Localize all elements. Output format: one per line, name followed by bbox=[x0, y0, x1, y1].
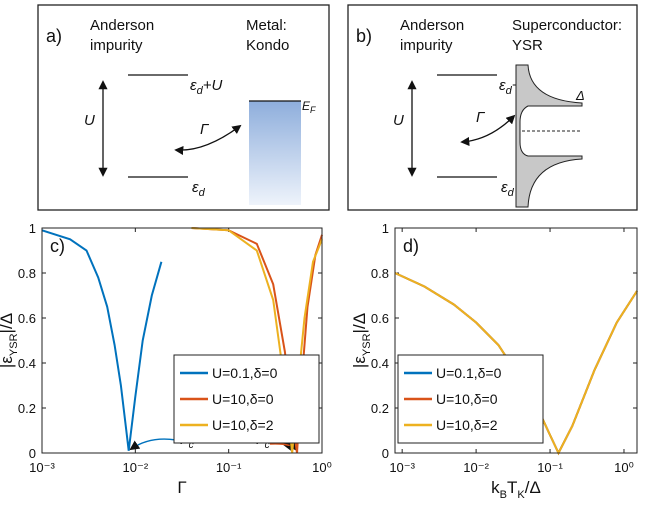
hybridization-label: Γ bbox=[200, 121, 210, 138]
label-part: ε bbox=[192, 179, 199, 196]
label-sub: c bbox=[265, 440, 270, 451]
x-axis-label: kBTK/Δ bbox=[491, 478, 541, 501]
legend: U=0.1,δ=0 U=10,δ=0 U=10,δ=2 bbox=[173, 354, 320, 444]
legend-label: U=10,δ=0 bbox=[212, 391, 274, 407]
panel-frame bbox=[347, 4, 638, 211]
panel-frame bbox=[37, 4, 330, 211]
y-tick-label: 0 bbox=[382, 446, 389, 461]
label-part: |ε bbox=[0, 356, 16, 368]
panel-label: b) bbox=[356, 26, 372, 46]
y-tick-label: 1 bbox=[29, 221, 36, 236]
label-sub: YSR bbox=[361, 333, 373, 356]
bath-title: YSR bbox=[512, 37, 543, 54]
label-part: k bbox=[491, 478, 500, 497]
label-part: |ε bbox=[350, 356, 369, 368]
y-tick-label: 0.6 bbox=[18, 311, 36, 326]
chart-title: c) bbox=[50, 236, 65, 256]
x-tick-label: 10⁻² bbox=[123, 460, 149, 475]
y-tick-label: 0.6 bbox=[371, 311, 389, 326]
x-tick-label: 10⁻² bbox=[463, 460, 489, 475]
y-tick-label: 0.4 bbox=[18, 356, 36, 371]
gap-label: Δ bbox=[575, 88, 585, 103]
label-sub: d bbox=[506, 85, 513, 97]
impurity-title: Anderson bbox=[400, 17, 464, 34]
panel-a: a) Anderson impurity Metal: Kondo εd+U U… bbox=[37, 4, 330, 211]
legend-label: U=10,δ=2 bbox=[436, 417, 498, 433]
panel-b: b) Anderson impurity Superconductor: YSR… bbox=[347, 4, 638, 211]
impurity-title: Anderson bbox=[90, 17, 154, 34]
superconductor-dos bbox=[515, 64, 583, 208]
hybridization-arrow bbox=[174, 124, 242, 156]
y-tick-label: 0.2 bbox=[18, 401, 36, 416]
label-part: E bbox=[302, 99, 311, 113]
label-sub: d bbox=[199, 187, 206, 199]
axes-frame bbox=[41, 227, 323, 454]
x-tick-label: 10⁰ bbox=[614, 460, 634, 475]
y-tick-label: 0.4 bbox=[371, 356, 389, 371]
interaction-label: U bbox=[393, 112, 404, 129]
label-sub: K bbox=[517, 489, 525, 501]
label-sub: d bbox=[508, 187, 515, 199]
label-part: T bbox=[507, 478, 517, 497]
label-part: ε bbox=[499, 77, 506, 94]
legend: U=0.1,δ=0 U=10,δ=0 U=10,δ=2 bbox=[397, 354, 544, 444]
interaction-label: U bbox=[84, 112, 95, 129]
label-sub: YSR bbox=[8, 333, 20, 356]
label-part: ε bbox=[501, 179, 508, 196]
label-part: +U bbox=[203, 77, 223, 94]
y-tick-label: 1 bbox=[382, 221, 389, 236]
annotation-arrow bbox=[129, 438, 177, 451]
x-tick-label: 10⁻³ bbox=[389, 460, 415, 475]
label-part: /Δ bbox=[525, 478, 541, 497]
x-tick-label: 10⁻¹ bbox=[537, 460, 563, 475]
y-tick-label: 0.8 bbox=[371, 266, 389, 281]
legend-label: U=0.1,δ=0 bbox=[436, 365, 502, 381]
legend-label: U=0.1,δ=0 bbox=[212, 365, 278, 381]
label-sub: d bbox=[197, 85, 204, 97]
level-label: εd bbox=[501, 179, 515, 199]
x-tick-label: 10⁻³ bbox=[29, 460, 55, 475]
series-line bbox=[41, 229, 163, 451]
y-tick-label: 0.2 bbox=[371, 401, 389, 416]
label-sub: c bbox=[189, 440, 194, 451]
label-sub: B bbox=[500, 489, 507, 501]
level-label: εd+U bbox=[190, 77, 222, 97]
legend-label: U=10,δ=2 bbox=[212, 417, 274, 433]
level-label: εd bbox=[192, 179, 206, 199]
panel-label: a) bbox=[46, 26, 62, 46]
x-tick-label: 10⁻¹ bbox=[216, 460, 242, 475]
label-part: |/Δ bbox=[350, 313, 369, 334]
x-tick-label: 10⁰ bbox=[312, 460, 332, 475]
impurity-title: impurity bbox=[90, 37, 143, 54]
y-tick-label: 0.8 bbox=[18, 266, 36, 281]
hybridization-arrow bbox=[460, 114, 516, 147]
label-part: ε bbox=[190, 77, 197, 94]
axes-frame bbox=[394, 227, 638, 454]
label-part: Γ bbox=[177, 478, 186, 497]
y-tick-label: 0 bbox=[29, 446, 36, 461]
fermi-label: EF bbox=[302, 99, 316, 115]
bath-title: Superconductor: bbox=[512, 17, 622, 34]
legend-label: U=10,δ=0 bbox=[436, 391, 498, 407]
y-axis-label: |εYSR|/Δ bbox=[0, 313, 20, 368]
chart-title: d) bbox=[403, 236, 419, 256]
impurity-title: impurity bbox=[400, 37, 453, 54]
label-sub: F bbox=[310, 105, 316, 115]
hybridization-label: Γ bbox=[476, 109, 486, 126]
y-axis-label: |εYSR|/Δ bbox=[350, 313, 373, 368]
label-part: |/Δ bbox=[0, 313, 16, 334]
x-axis-label: Γ bbox=[177, 478, 186, 497]
bath-title: Kondo bbox=[246, 37, 289, 54]
bath-title: Metal: bbox=[246, 17, 287, 34]
metal-band bbox=[249, 101, 301, 205]
